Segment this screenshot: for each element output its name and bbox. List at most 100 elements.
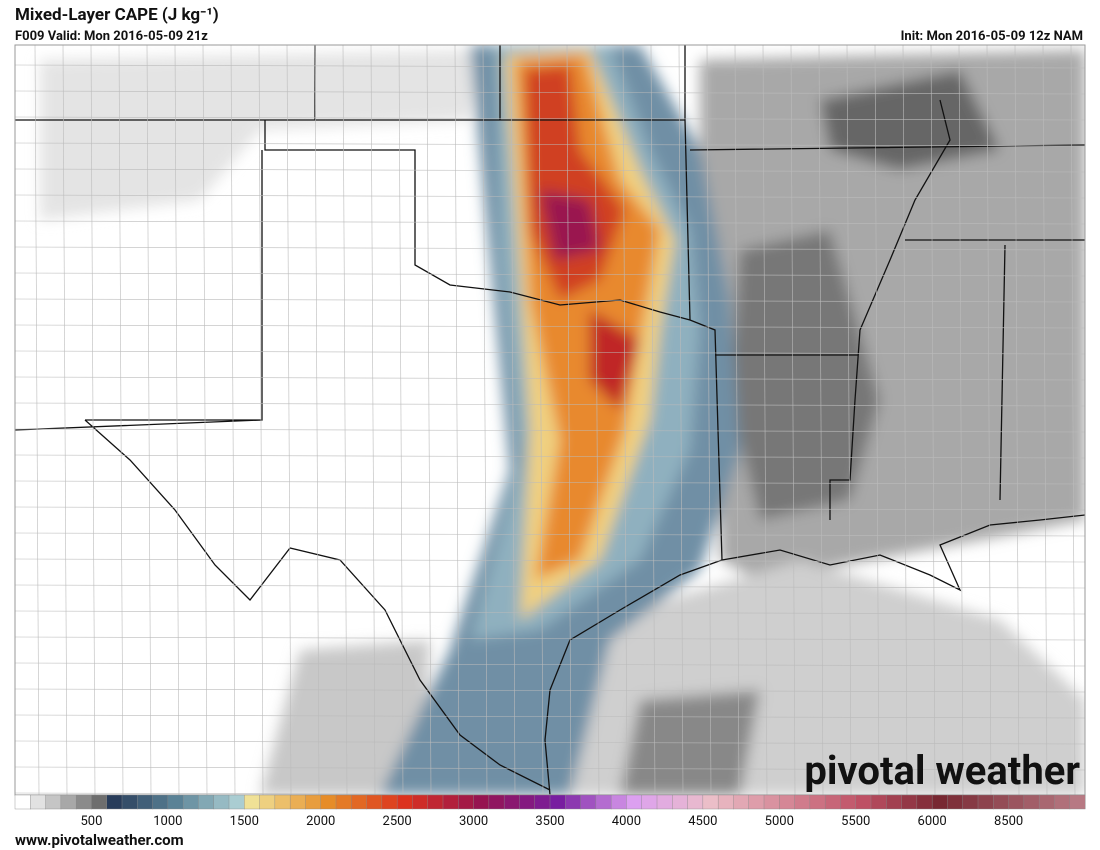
county-line (1070, 45, 1076, 795)
state-border (264, 120, 723, 561)
colorbar-cell (901, 794, 918, 810)
colorbar-cell (305, 794, 322, 810)
colorbar-cell (931, 794, 948, 810)
county-line (15, 272, 1085, 277)
shade-gray (820, 70, 1000, 170)
county-line (15, 194, 1085, 199)
colorbar-cell (14, 794, 31, 810)
colorbar-cell (977, 794, 994, 810)
colorbar-cell (1069, 794, 1086, 810)
county-line (622, 45, 628, 795)
colorbar-cell (396, 794, 413, 810)
county-line (15, 168, 1085, 173)
county-line (15, 298, 1085, 303)
county-line (566, 45, 572, 795)
county-line (118, 45, 124, 795)
colorbar-cell (580, 794, 597, 810)
county-line (510, 45, 516, 795)
colorbar-cell (427, 794, 444, 810)
colorbar-cell (1054, 794, 1071, 810)
colorbar-cell (91, 794, 108, 810)
county-line (15, 324, 1085, 329)
colorbar-cell (1023, 794, 1040, 810)
title: Mixed-Layer CAPE (J kg⁻¹) (15, 5, 219, 25)
county-line (258, 45, 264, 795)
county-line (594, 45, 600, 795)
colorbar-label: 5500 (841, 814, 870, 829)
colorbar-cell (75, 794, 92, 810)
colorbar-label: 6000 (918, 814, 947, 829)
county-line (1014, 45, 1020, 795)
county-line (762, 45, 768, 795)
colorbar-cell (962, 794, 979, 810)
colorbar-cell (152, 794, 169, 810)
county-line (958, 45, 964, 795)
colorbar-label: 8500 (994, 814, 1023, 829)
colorbar-label: 3500 (535, 814, 564, 829)
colorbar-cell (488, 794, 505, 810)
colorbar: 500 1000 1500 2000 2500 3000 3500 4000 4500 5000 5… (14, 794, 1086, 829)
colorbar-label: 2000 (306, 814, 335, 829)
logo: pivotal weather (804, 747, 1080, 794)
county-line (818, 45, 824, 795)
colorbar-cell (702, 794, 719, 810)
colorbar-cell (274, 794, 291, 810)
colorbar-cell (244, 794, 261, 810)
colorbar-cell (259, 794, 276, 810)
colorbar-cell (672, 794, 689, 810)
colorbar-cell (947, 794, 964, 810)
county-line (90, 45, 96, 795)
county-line (34, 45, 40, 795)
colorbar-cell (656, 794, 673, 810)
county-line (15, 90, 1085, 95)
county-line (62, 45, 68, 795)
map (15, 45, 1085, 795)
colorbar-cell (60, 794, 77, 810)
colorbar-cell (473, 794, 490, 810)
county-line (202, 45, 208, 795)
colorbar-cell (1008, 794, 1025, 810)
county-line (15, 766, 1085, 771)
shade-gray (260, 640, 430, 795)
colorbar-cell (779, 794, 796, 810)
colorbar-cell (870, 794, 887, 810)
colorbar-cell (30, 794, 47, 810)
colorbar-cell (763, 794, 780, 810)
colorbar-label: 4000 (612, 814, 641, 829)
colorbar-cell (137, 794, 154, 810)
county-line (15, 454, 1085, 459)
borders (15, 45, 1085, 795)
county-line (15, 350, 1085, 355)
county-line (678, 45, 684, 795)
river-border (84, 419, 551, 791)
county-line (230, 45, 236, 795)
colorbar-cell (442, 794, 459, 810)
county-line (986, 45, 992, 795)
shade-red (525, 65, 625, 300)
county-line (15, 116, 1085, 121)
colorbar-cell (351, 794, 368, 810)
colorbar-cell (916, 794, 933, 810)
shade-purple (540, 190, 600, 260)
county-line (15, 142, 1085, 147)
county-line (174, 45, 180, 795)
colorbar-cell (381, 794, 398, 810)
colorbar-cell (855, 794, 872, 810)
colorbar-cell (993, 794, 1010, 810)
shade-red (590, 310, 640, 410)
colorbar-cell (412, 794, 429, 810)
colorbar-cell (198, 794, 215, 810)
county-line (15, 246, 1085, 251)
shade-gray (730, 230, 880, 520)
colorbar-cell (1038, 794, 1055, 810)
county-line (15, 480, 1085, 485)
colorbar-cell (458, 794, 475, 810)
colorbar-cell (809, 794, 826, 810)
colorbar-cell (320, 794, 337, 810)
colorbar-cell (45, 794, 62, 810)
colorbar-label: 5000 (765, 814, 794, 829)
colorbar-cell (549, 794, 566, 810)
colorbar-cell (824, 794, 841, 810)
county-line (846, 45, 852, 795)
